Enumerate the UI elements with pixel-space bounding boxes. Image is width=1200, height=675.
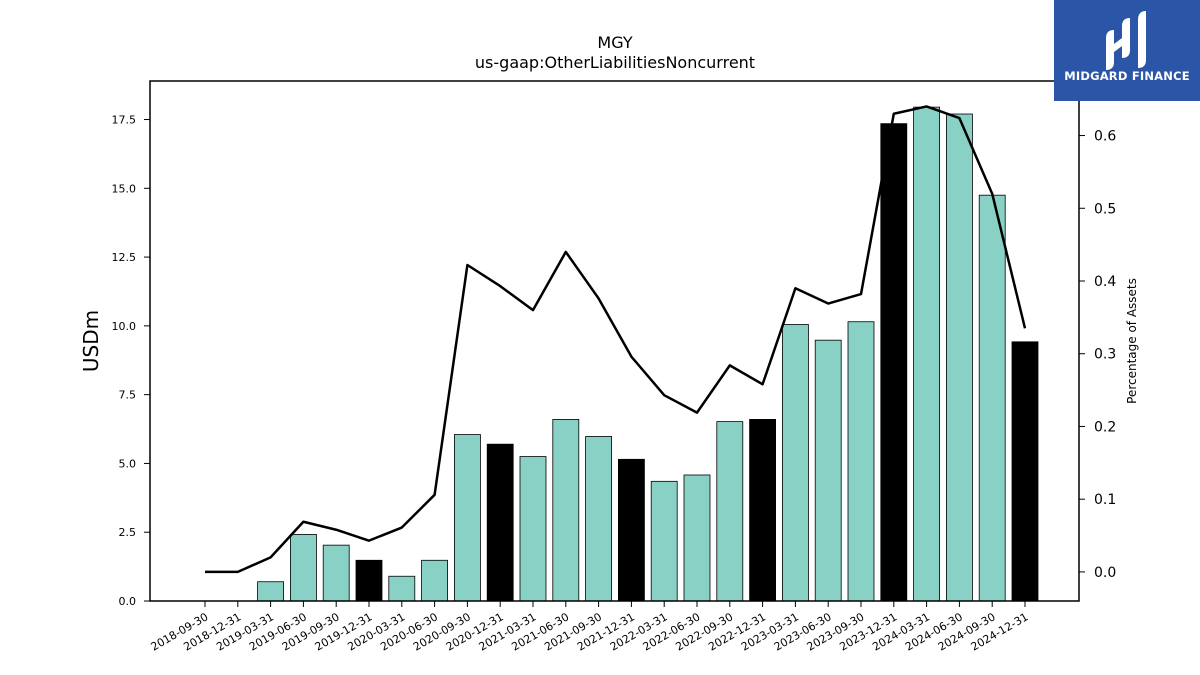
bar (486, 443, 514, 602)
y2-tick-label: 0.0 (1094, 565, 1116, 581)
bar (782, 324, 809, 602)
bar (421, 559, 449, 602)
y2-tick-label: 0.1 (1094, 492, 1116, 508)
bar (322, 544, 350, 602)
bar (1011, 341, 1039, 602)
bar (388, 575, 416, 602)
brand-name: MIDGARD FINANCE (1064, 69, 1190, 83)
midgard-logo-icon (1106, 11, 1146, 70)
bar (585, 436, 612, 602)
bar (519, 456, 547, 602)
y2-tick-label: 0.4 (1094, 274, 1116, 290)
chart-subtitle: us-gaap:OtherLiabilitiesNoncurrent (475, 53, 755, 72)
bar (453, 434, 481, 602)
bar (749, 419, 776, 602)
x-axis: 2018-09-302018-12-312019-03-312019-06-30… (149, 601, 1031, 654)
y-tick-label: 5.0 (119, 457, 137, 470)
y-tick-label: 7.5 (119, 389, 137, 402)
y-tick-label: 2.5 (119, 526, 137, 539)
bar (683, 474, 711, 602)
y2-tick-label: 0.5 (1094, 201, 1116, 217)
left-axis: 0.0 2.5 5.0 7.5 10.0 12.5 15.0 17.5 (112, 114, 150, 608)
percentage-line (205, 105, 1027, 574)
chart-title: MGY (597, 33, 632, 52)
y-tick-label: 15.0 (112, 182, 137, 195)
y-tick-label: 12.5 (112, 251, 137, 264)
brand-logo: MIDGARD FINANCE (1054, 0, 1200, 101)
y2-tick-label: 0.6 (1094, 129, 1116, 145)
bar (552, 419, 580, 602)
bar (880, 123, 908, 602)
y-tick-label: 17.5 (112, 114, 137, 127)
y2-axis-label: Percentage of Assets (1125, 278, 1139, 404)
bar (946, 113, 973, 602)
y-tick-label: 10.0 (112, 320, 137, 333)
bar (650, 480, 678, 602)
y2-tick-label: 0.2 (1094, 419, 1116, 435)
bar (716, 421, 744, 602)
y-tick-label: 0.0 (119, 595, 137, 608)
y-axis-label: USDm (79, 310, 103, 372)
y2-tick-label: 0.3 (1094, 347, 1116, 363)
bar (289, 534, 317, 602)
bar (847, 321, 875, 602)
bar (814, 339, 842, 602)
bar (618, 458, 645, 602)
bar-series (257, 106, 1039, 602)
right-axis: 0.0 0.1 0.2 0.3 0.4 0.5 0.6 (1079, 129, 1116, 581)
bar (913, 106, 940, 602)
bar (355, 559, 383, 602)
bar (257, 581, 285, 602)
plot-frame (149, 80, 1080, 602)
bar (978, 194, 1006, 602)
